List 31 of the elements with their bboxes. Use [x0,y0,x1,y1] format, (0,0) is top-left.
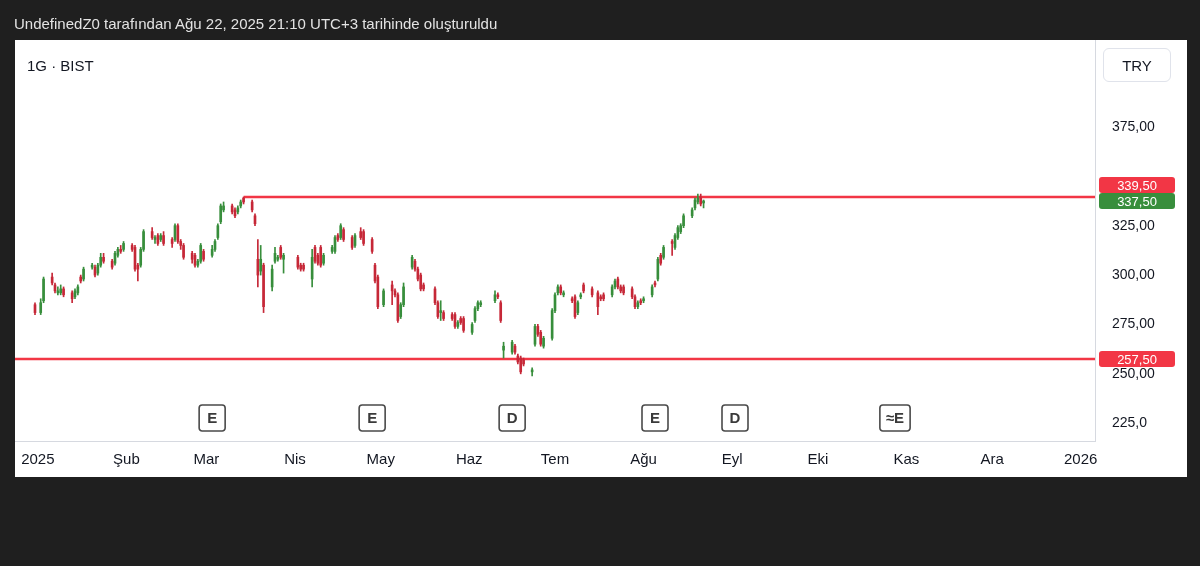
x-tick-label: 2025 [21,450,55,468]
x-tick-label: Eki [807,450,829,468]
text: 1G · BIST [27,57,94,75]
annotation: E [207,409,218,427]
annotation: D [729,409,741,427]
annotation: E [649,409,661,427]
x-tick-label: Haz [455,450,483,468]
x-tick-label: May [366,450,396,468]
x-tick-label: Kas [893,450,920,468]
y-tick-label: 300,00 [1112,265,1156,282]
annotation: ≈E [885,409,905,427]
x-tick-label: Ara [980,450,1005,468]
y-tick-label: 250,00 [1112,364,1156,381]
x-tick-label: Ağu [630,450,657,468]
x-tick-label: 2026 [1064,450,1098,468]
y-tick-label: 325,00 [1112,216,1156,233]
text: UndefinedZ0 tarafından Ağu 22, 2025 21:10 UTC+3 tarihinde oluşturuldu [14,14,498,34]
data-label: 339,50 [1117,177,1157,193]
x-tick-label: Tem [540,450,570,468]
y-axis-title: TRY [1103,48,1171,82]
y-tick-label: 375,00 [1112,117,1156,134]
ref-line-label: 257,50 [1117,351,1157,367]
annotation: E [367,409,378,427]
y-tick-label: 275,00 [1112,315,1156,332]
y-tick-label: 225,0 [1112,414,1148,431]
x-tick-label: Eyl [721,450,743,468]
x-tick-label: Mar [193,450,220,468]
x-tick-label: Nis [284,450,306,468]
annotation: D [506,409,518,427]
x-tick-label: Şub [113,450,140,468]
text: 337,50 [1117,193,1157,209]
